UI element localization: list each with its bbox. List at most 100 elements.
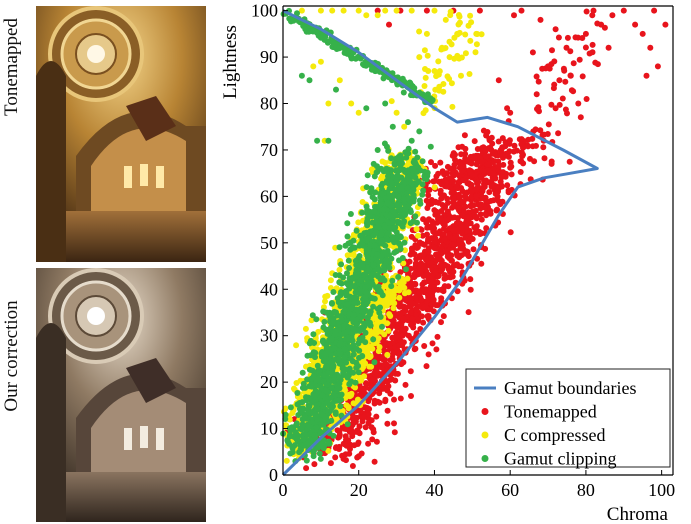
data-point xyxy=(325,349,332,355)
data-point xyxy=(541,155,548,162)
data-point xyxy=(422,74,429,81)
data-point xyxy=(419,181,426,188)
data-point xyxy=(425,351,432,358)
data-point xyxy=(337,403,344,410)
data-point xyxy=(341,441,348,448)
data-point xyxy=(387,390,394,397)
data-point xyxy=(412,311,419,318)
data-point xyxy=(302,325,309,332)
tonemapped-thumbnail xyxy=(36,6,206,262)
data-point xyxy=(415,232,421,239)
church-dome-warm-image xyxy=(36,6,206,262)
data-point xyxy=(535,78,542,85)
data-point xyxy=(425,68,432,74)
data-point xyxy=(410,198,417,205)
data-point xyxy=(445,266,452,273)
data-point xyxy=(421,168,428,175)
scatter-points-layer xyxy=(280,7,669,472)
data-point xyxy=(498,174,505,181)
data-point xyxy=(350,237,357,244)
x-tick-label: 0 xyxy=(279,480,288,500)
data-point xyxy=(388,155,395,162)
data-point xyxy=(576,56,583,63)
data-point xyxy=(336,431,343,438)
data-point xyxy=(551,58,558,65)
data-point xyxy=(439,44,445,51)
legend-label: Gamut clipping xyxy=(504,449,616,469)
data-point xyxy=(305,409,312,416)
data-point xyxy=(379,158,386,165)
data-point xyxy=(395,173,402,180)
data-point xyxy=(348,305,355,312)
data-point xyxy=(378,190,385,197)
data-point xyxy=(361,323,368,330)
data-point xyxy=(479,194,486,201)
data-point xyxy=(339,317,345,324)
data-point xyxy=(498,150,505,157)
data-point xyxy=(480,168,487,175)
data-point xyxy=(383,302,390,309)
data-point xyxy=(331,376,338,383)
data-point xyxy=(294,390,301,396)
data-point xyxy=(430,178,437,185)
data-point xyxy=(533,73,540,80)
data-point xyxy=(334,295,341,302)
data-point xyxy=(590,7,597,14)
data-point xyxy=(385,230,392,237)
data-point xyxy=(405,119,411,126)
data-point xyxy=(369,219,376,226)
data-point xyxy=(423,197,430,204)
data-point xyxy=(374,7,381,14)
data-point xyxy=(428,159,434,166)
data-point xyxy=(296,400,303,406)
data-point xyxy=(298,7,305,14)
data-point xyxy=(316,367,323,374)
data-point xyxy=(356,262,363,269)
data-point xyxy=(504,105,511,112)
data-point xyxy=(400,315,407,322)
data-point xyxy=(647,44,654,51)
data-point xyxy=(488,147,495,153)
data-point xyxy=(398,322,405,328)
data-point xyxy=(483,225,490,232)
data-point xyxy=(344,220,351,227)
data-point xyxy=(303,457,310,464)
data-point xyxy=(299,369,306,376)
legend-label: Gamut boundaries xyxy=(504,378,636,398)
data-point xyxy=(449,178,456,185)
data-point xyxy=(481,183,488,190)
data-point xyxy=(446,38,453,45)
data-point xyxy=(374,318,381,325)
data-point xyxy=(309,312,316,319)
data-point xyxy=(334,327,341,333)
data-point xyxy=(399,184,405,191)
data-point xyxy=(433,256,439,263)
data-point xyxy=(582,44,589,51)
data-point xyxy=(384,248,391,254)
data-point xyxy=(394,332,401,338)
data-point xyxy=(449,103,456,110)
data-point xyxy=(292,429,299,436)
data-point xyxy=(482,153,489,160)
data-point xyxy=(389,277,396,284)
data-point xyxy=(342,387,348,394)
data-point xyxy=(396,160,403,167)
data-point xyxy=(330,317,337,324)
data-point xyxy=(421,263,428,270)
data-point xyxy=(308,381,315,388)
data-point xyxy=(567,72,574,79)
y-tick-label: 30 xyxy=(260,326,278,346)
legend-box xyxy=(465,368,671,468)
data-point xyxy=(364,218,371,225)
data-point xyxy=(478,201,485,208)
data-point xyxy=(376,288,383,295)
data-point xyxy=(360,348,367,354)
data-point xyxy=(379,323,385,330)
data-point xyxy=(407,309,414,316)
data-point xyxy=(478,31,485,38)
y-tick-label: 80 xyxy=(260,94,278,114)
data-point xyxy=(483,212,490,219)
data-point xyxy=(434,279,441,286)
data-point xyxy=(567,48,574,55)
data-point xyxy=(438,286,445,293)
